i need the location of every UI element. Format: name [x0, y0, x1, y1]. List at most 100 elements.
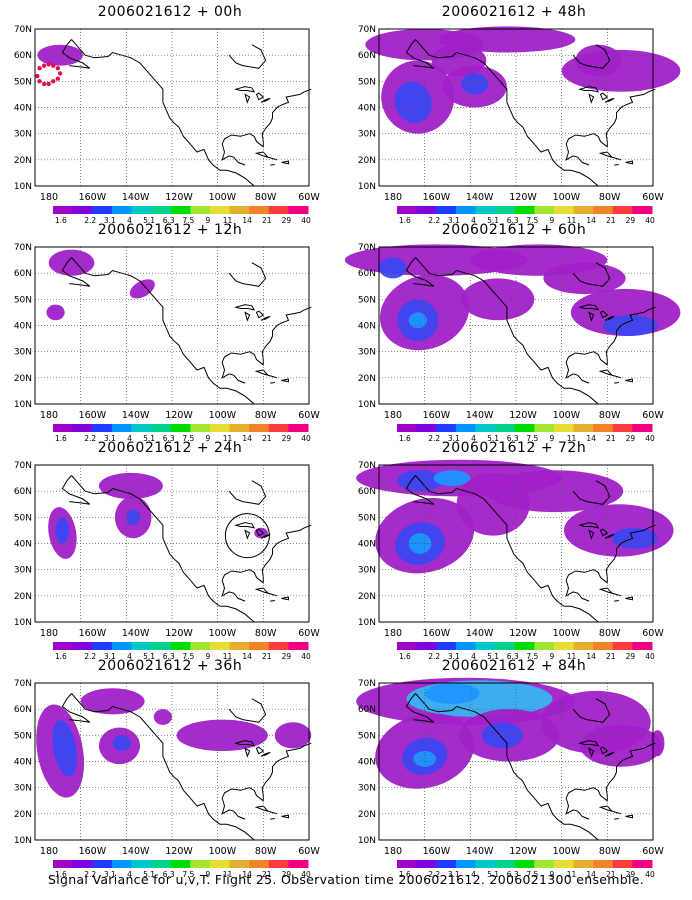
- map-frame: [34, 682, 310, 841]
- colorbar-label: 6.3: [163, 216, 175, 225]
- variance-shading: [36, 688, 312, 798]
- contour-dot: [37, 66, 42, 71]
- colorbar-swatch: [151, 424, 172, 432]
- colorbar-swatch: [288, 206, 309, 214]
- colorbar-swatch: [534, 642, 555, 650]
- colorbar-swatch: [455, 206, 476, 214]
- lon-label: 80W: [255, 846, 277, 857]
- contour-dot: [55, 66, 61, 71]
- colorbar-swatch: [436, 206, 457, 214]
- colorbar-swatch: [72, 206, 93, 214]
- lat-label: 20N: [358, 156, 376, 166]
- colorbar-label: 4: [471, 652, 476, 661]
- colorbar-swatch: [495, 860, 516, 868]
- colorbar-swatch: [288, 424, 309, 432]
- map-frame: [34, 464, 310, 623]
- colorbar-label: 29: [282, 870, 292, 879]
- lon-label: 80W: [255, 192, 277, 203]
- colorbar-swatch: [475, 642, 496, 650]
- colorbar-swatch: [436, 424, 457, 432]
- lon-label: 100W: [553, 192, 581, 203]
- colorbar-swatch: [111, 860, 132, 868]
- colorbar-label: 4: [127, 652, 132, 661]
- coastline: [61, 257, 312, 405]
- colorbar-swatch: [53, 642, 74, 650]
- colorbar-label: 11: [223, 652, 233, 661]
- lon-label: 180: [384, 628, 402, 639]
- colorbar-label: 3.1: [448, 216, 460, 225]
- panel-title: 2006021612 + 60h: [441, 222, 587, 238]
- panel-84h: 2006021612 + 84h 70N 60N 50N 40N 30N 20N 10N 18…: [344, 654, 684, 879]
- lon-label: 60W: [298, 846, 320, 857]
- colorbar-label: 4: [471, 216, 476, 225]
- colorbar-label: 40: [645, 870, 655, 879]
- colorbar-label: 40: [301, 652, 311, 661]
- lon-label: 140W: [466, 628, 494, 639]
- colorbar-swatch: [397, 206, 418, 214]
- lat-label: 20N: [358, 810, 376, 820]
- map-00h: 70N 60N 50N 40N 30N 20N 10N 180 160W 140W 120W 100W…: [14, 25, 321, 225]
- lon-label: 60W: [642, 410, 664, 421]
- colorbar-label: 9: [206, 434, 211, 443]
- panel-title: 2006021612 + 36h: [97, 658, 243, 674]
- colorbar-label: 7.5: [182, 216, 194, 225]
- lon-label: 80W: [599, 846, 621, 857]
- colorbar-label: 6.3: [507, 870, 519, 879]
- grid: [379, 247, 653, 404]
- map-frame: [378, 464, 654, 623]
- panel-title: 2006021612 + 12h: [97, 222, 243, 238]
- colorbar-swatch: [553, 424, 575, 432]
- lon-label: 140W: [122, 410, 150, 421]
- colorbar-swatch: [131, 642, 152, 650]
- colorbar-label: 11: [567, 434, 577, 443]
- lat-label: 50N: [358, 295, 376, 305]
- colorbar-swatch: [111, 642, 132, 650]
- lat-label: 70N: [14, 25, 32, 35]
- contour-dot: [35, 73, 40, 79]
- contour-dot: [46, 81, 51, 87]
- lat-label: 20N: [358, 592, 376, 602]
- colorbar-swatch: [573, 206, 594, 214]
- map-12h: 70N 60N 50N 40N 30N 20N 10N 180 160W 140W 120W 100W…: [14, 243, 321, 443]
- coastline: [61, 475, 312, 623]
- colorbar-swatch: [249, 424, 270, 432]
- colorbar-label: 40: [301, 870, 311, 879]
- colorbar-label: 1.6: [399, 652, 411, 661]
- coastline: [61, 693, 312, 841]
- lon-label: 180: [40, 410, 58, 421]
- colorbar-label: 40: [301, 216, 311, 225]
- lon-label: 140W: [122, 192, 150, 203]
- colorbar-swatch: [190, 642, 211, 650]
- lon-label: 80W: [599, 192, 621, 203]
- colorbar-label: 5.1: [143, 652, 155, 661]
- lat-label: 50N: [14, 731, 32, 741]
- lon-label: 140W: [122, 846, 150, 857]
- lon-label: 120W: [509, 192, 537, 203]
- colorbar-label: 1.6: [55, 434, 67, 443]
- contour-dot: [41, 81, 47, 87]
- colorbar-label: 14: [242, 216, 252, 225]
- colorbar-swatch: [475, 860, 496, 868]
- colorbar-swatch: [416, 860, 437, 868]
- colorbar-label: 2.2: [428, 216, 440, 225]
- colorbar-label: 6.3: [163, 652, 175, 661]
- lat-label: 40N: [14, 758, 32, 768]
- lon-label: 80W: [255, 628, 277, 639]
- lat-label: 30N: [358, 566, 376, 576]
- coastline: [61, 39, 312, 187]
- map-frame: [378, 246, 654, 405]
- colorbar-label: 4: [127, 216, 132, 225]
- colorbar-swatch: [632, 424, 653, 432]
- lat-label: 70N: [358, 25, 376, 35]
- lat-label: 10N: [358, 836, 376, 846]
- contour-dot: [37, 79, 42, 84]
- lon-label: 140W: [122, 628, 150, 639]
- colorbar-swatch: [632, 642, 653, 650]
- lon-label: 160W: [423, 846, 451, 857]
- lon-label: 60W: [298, 192, 320, 203]
- colorbar-label: 6.3: [507, 434, 519, 443]
- lon-label: 100W: [553, 628, 581, 639]
- colorbar-label: 29: [626, 434, 636, 443]
- lat-label: 50N: [14, 77, 32, 87]
- colorbar-label: 9: [206, 652, 211, 661]
